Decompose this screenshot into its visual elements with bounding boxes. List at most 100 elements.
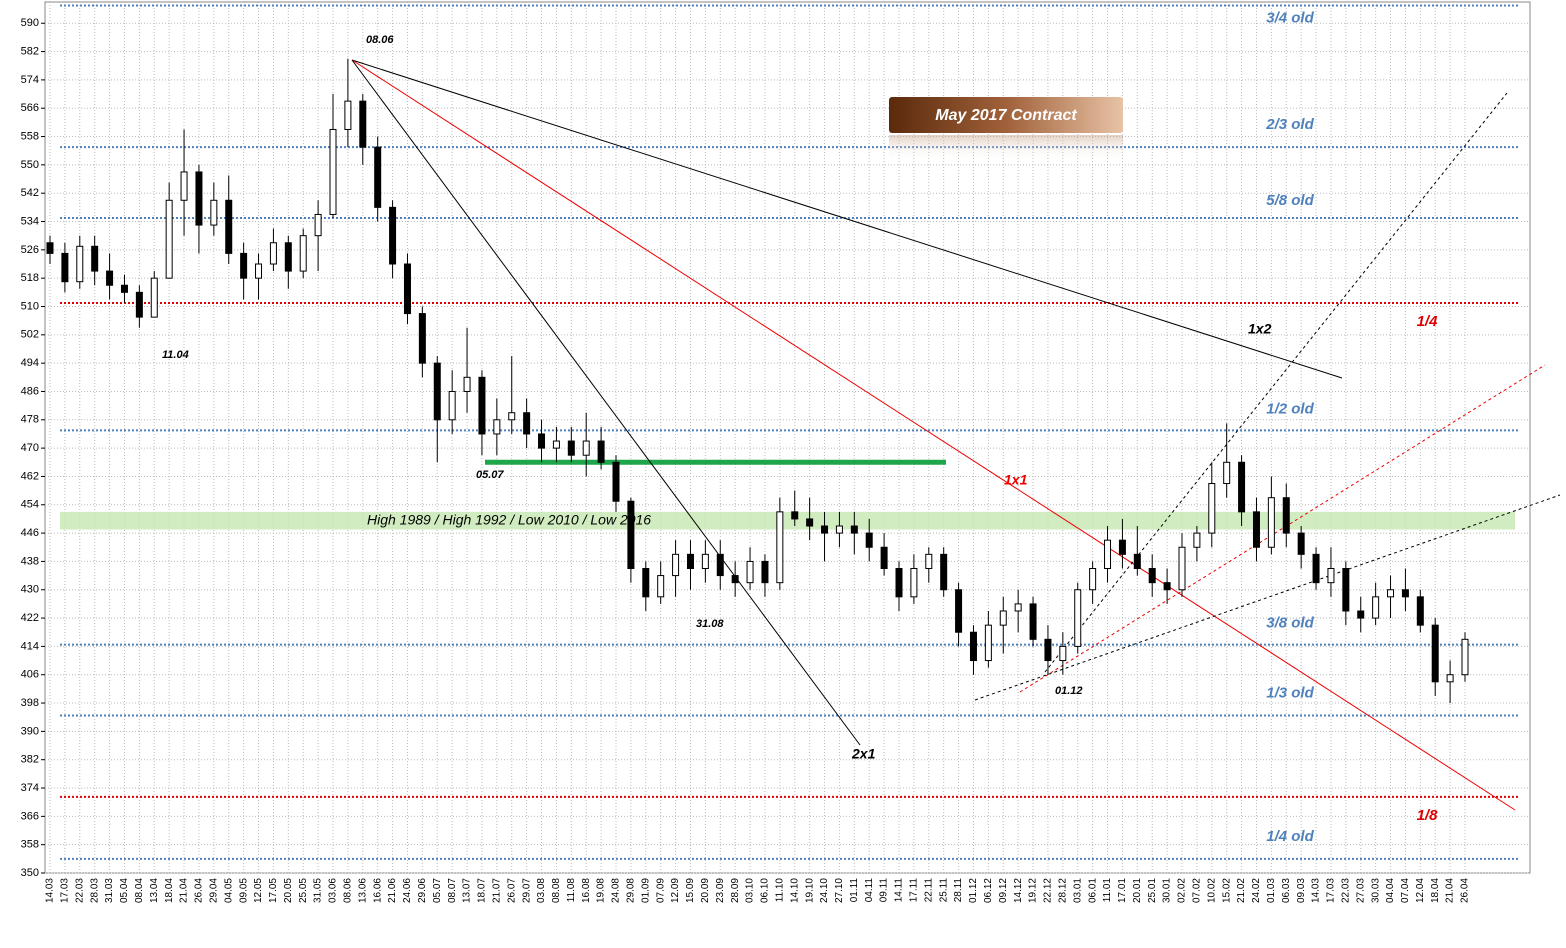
candle-body bbox=[389, 206, 397, 265]
candle-body bbox=[895, 568, 903, 598]
candle-body bbox=[120, 284, 128, 293]
title-box bbox=[889, 97, 1123, 133]
x-tick-label: 13.06 bbox=[357, 878, 368, 903]
candle-body bbox=[686, 553, 694, 570]
x-tick-label: 13.04 bbox=[149, 878, 160, 903]
x-tick-label: 01.12 bbox=[968, 878, 979, 903]
y-tick-label: 454 bbox=[21, 499, 39, 511]
y-tick-label: 390 bbox=[21, 725, 39, 737]
candle-body bbox=[299, 235, 307, 272]
x-tick-label: 27.10 bbox=[834, 878, 845, 903]
x-tick-label: 22.11 bbox=[923, 878, 934, 903]
x-tick-label: 16.08 bbox=[581, 878, 592, 903]
candle-body bbox=[1044, 638, 1052, 662]
x-tick-label: 28.09 bbox=[730, 878, 741, 903]
candle-body bbox=[359, 100, 367, 148]
x-tick-label: 01.11 bbox=[849, 878, 860, 903]
candle-body bbox=[821, 525, 829, 534]
x-tick-label: 12.04 bbox=[1415, 878, 1426, 903]
x-tick-label: 17.11 bbox=[909, 878, 920, 903]
x-tick-label: 06.03 bbox=[1281, 878, 1292, 903]
candle-body bbox=[269, 242, 277, 265]
candle-body bbox=[776, 511, 784, 584]
x-tick-label: 05.04 bbox=[119, 878, 130, 903]
x-tick-label: 24.06 bbox=[402, 878, 413, 903]
trend-dashed bbox=[974, 494, 1561, 701]
x-tick-label: 09.11 bbox=[879, 878, 890, 903]
candle-body bbox=[374, 146, 382, 208]
candle-body bbox=[1312, 553, 1320, 584]
candle-body bbox=[672, 553, 680, 577]
level-label: 1/4 old bbox=[1266, 828, 1314, 845]
x-tick-label: 29.04 bbox=[208, 878, 219, 903]
x-tick-label: 19.08 bbox=[596, 878, 607, 903]
candle-body bbox=[716, 553, 724, 577]
candle-body bbox=[746, 560, 754, 584]
candle-body bbox=[433, 362, 441, 421]
trend-1x2 bbox=[351, 59, 1343, 379]
support-label: 05.07 bbox=[476, 469, 504, 481]
x-tick-label: 11.08 bbox=[566, 878, 577, 903]
x-tick-label: 06.01 bbox=[1087, 878, 1098, 903]
candle-body bbox=[76, 245, 84, 283]
annotation: 08.06 bbox=[366, 34, 394, 46]
x-tick-label: 17.05 bbox=[268, 878, 279, 903]
x-tick-label: 18.04 bbox=[1430, 878, 1441, 903]
x-tick-label: 25.01 bbox=[1147, 878, 1158, 903]
y-tick-label: 566 bbox=[21, 102, 39, 114]
y-tick-label: 382 bbox=[21, 754, 39, 766]
x-tick-label: 24.08 bbox=[611, 878, 622, 903]
y-tick-label: 534 bbox=[21, 215, 39, 227]
candle-body bbox=[969, 631, 977, 662]
x-tick-label: 31.03 bbox=[104, 878, 115, 903]
candle-body bbox=[612, 461, 620, 502]
candle-body bbox=[463, 376, 471, 392]
candle-body bbox=[567, 440, 575, 456]
x-tick-label: 17.03 bbox=[1326, 878, 1337, 903]
x-tick-label: 11.01 bbox=[1102, 878, 1113, 903]
zone bbox=[60, 511, 1515, 530]
x-tick-label: 24.10 bbox=[819, 878, 830, 903]
candle-body bbox=[344, 100, 352, 130]
x-tick-label: 06.12 bbox=[983, 878, 994, 903]
y-tick-label: 518 bbox=[21, 272, 39, 284]
annotation: 1x1 bbox=[1004, 472, 1028, 488]
candle-body bbox=[999, 610, 1007, 626]
y-tick-label: 574 bbox=[21, 74, 39, 86]
candle-body bbox=[984, 624, 992, 662]
x-tick-label: 26.04 bbox=[194, 878, 205, 903]
trend-1x1 bbox=[351, 59, 1516, 811]
y-tick-label: 406 bbox=[21, 669, 39, 681]
candle-body bbox=[1431, 624, 1439, 683]
annotation: 31.08 bbox=[696, 618, 724, 630]
candle-body bbox=[1357, 610, 1365, 619]
x-tick-label: 10.02 bbox=[1206, 878, 1217, 903]
x-tick-label: 19.12 bbox=[1028, 878, 1039, 903]
candle-body bbox=[165, 199, 173, 279]
x-tick-label: 24.02 bbox=[1251, 878, 1262, 903]
candle-body bbox=[478, 376, 486, 435]
candle-body bbox=[1372, 596, 1380, 619]
candle-body bbox=[552, 440, 560, 449]
candle-body bbox=[150, 277, 158, 318]
x-tick-label: 28.03 bbox=[89, 878, 100, 903]
candle-body bbox=[255, 263, 263, 279]
candle-body bbox=[210, 199, 218, 226]
x-tick-label: 03.10 bbox=[745, 878, 756, 903]
x-tick-label: 21.04 bbox=[179, 878, 190, 903]
candle-body bbox=[1327, 568, 1335, 584]
candle-body bbox=[850, 525, 858, 534]
y-tick-label: 398 bbox=[21, 697, 39, 709]
candle-body bbox=[925, 553, 933, 570]
x-tick-label: 02.02 bbox=[1177, 878, 1188, 903]
x-tick-label: 06.10 bbox=[760, 878, 771, 903]
x-tick-label: 11.10 bbox=[774, 878, 785, 903]
y-tick-label: 486 bbox=[21, 385, 39, 397]
x-tick-label: 08.07 bbox=[447, 878, 458, 903]
candle-body bbox=[1252, 511, 1260, 548]
y-tick-label: 550 bbox=[21, 159, 39, 171]
y-tick-label: 350 bbox=[21, 867, 39, 879]
x-tick-label: 03.08 bbox=[536, 878, 547, 903]
y-tick-label: 542 bbox=[21, 187, 39, 199]
